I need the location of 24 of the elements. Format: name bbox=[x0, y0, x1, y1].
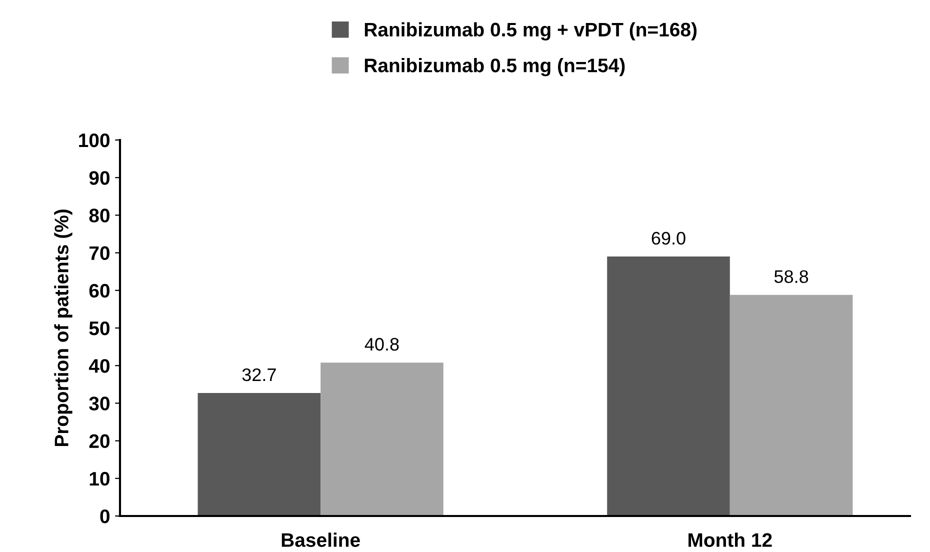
bar bbox=[607, 256, 730, 516]
data-label: 58.8 bbox=[774, 270, 808, 284]
data-label: 32.7 bbox=[242, 368, 276, 382]
y-tick-label: 90 bbox=[89, 171, 110, 185]
y-tick-label: 70 bbox=[89, 246, 110, 260]
y-tick-label: 100 bbox=[79, 133, 110, 148]
y-tick-label: 20 bbox=[89, 434, 110, 448]
data-label: 69.0 bbox=[652, 232, 686, 245]
x-tick-label: Month 12 bbox=[688, 532, 772, 547]
data-label: 40.8 bbox=[364, 338, 399, 351]
bar bbox=[320, 362, 444, 516]
legend-label: Ranibizumab 0.5 mg (n=154) bbox=[364, 58, 625, 76]
x-tick-label: Baseline bbox=[282, 532, 360, 547]
bar bbox=[730, 294, 853, 516]
y-tick-label: 40 bbox=[88, 359, 110, 373]
y-tick-label: 30 bbox=[89, 396, 110, 410]
y-tick-label: 80 bbox=[89, 208, 110, 222]
legend-label: Ranibizumab 0.5 mg + vPDT (n=168) bbox=[364, 22, 697, 40]
y-tick-label: 0 bbox=[100, 509, 110, 524]
y-tick-label: 50 bbox=[89, 321, 110, 336]
y-tick-label: 60 bbox=[89, 284, 110, 298]
y-tick-label: 10 bbox=[90, 472, 110, 486]
bar bbox=[198, 393, 321, 516]
y-axis-title: Proportion of patients (%) bbox=[54, 210, 72, 446]
